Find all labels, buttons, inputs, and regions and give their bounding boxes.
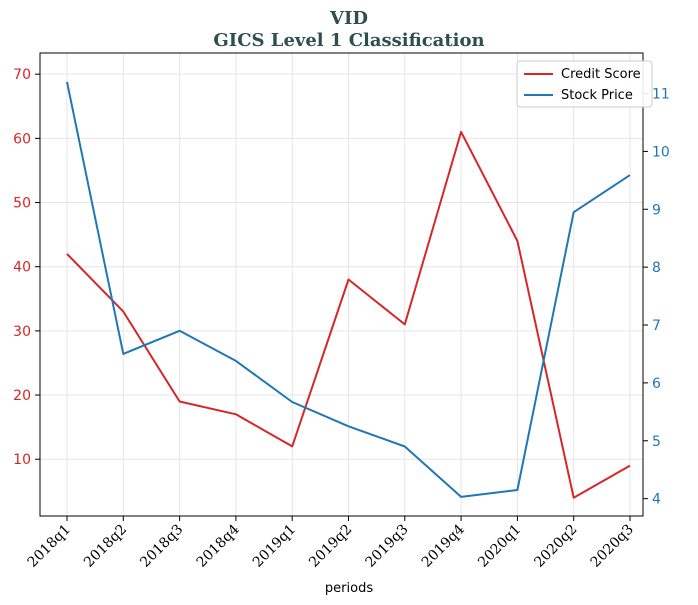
y-left-tick-label: 50 [13,196,31,212]
grid-layer [40,53,643,516]
legend-stock-price-label: Stock Price [561,88,633,103]
y-right-tick-label: 8 [652,260,661,276]
y-right-tick-label: 5 [652,434,661,450]
x-tick-label: 2018q4 [194,521,243,570]
x-tick-label: 2020q2 [531,522,580,571]
x-axis-label: periods [325,581,373,596]
legend-credit-score-label: Credit Score [561,67,641,82]
y-left-tick-label: 40 [13,260,31,276]
y-left-tick-label: 20 [13,388,31,404]
x-tick-label: 2019q1 [250,522,299,571]
legend: Credit Score Stock Price [516,60,653,108]
x-tick-label: 2018q3 [137,522,186,571]
x-tick-label: 2018q1 [25,522,74,571]
chart-subtitle: GICS Level 1 Classification [213,30,484,51]
y-left-tick-label: 60 [13,131,31,147]
x-tick-label: 2020q3 [588,522,637,571]
y-right-tick-label: 6 [652,376,661,392]
y-left-tick-label: 30 [13,324,31,340]
y-right-tick-label: 10 [652,144,670,160]
x-tick-label: 2020q1 [475,522,524,571]
x-tick-label: 2018q2 [81,522,130,571]
x-tick-label: 2019q4 [419,521,468,570]
y-right-tick-label: 9 [652,202,661,218]
chart-title: VID [329,8,368,29]
x-tick-label: 2019q3 [362,522,411,571]
y-left-tick-label: 70 [13,67,31,83]
y-right-tick-label: 4 [652,492,661,508]
y-right-tick-label: 11 [652,87,670,103]
credit-score-line [66,130,631,499]
axes-layer: 2018q1 2018q2 2018q3 2018q4 2019q1 2019q2 2019… [13,67,670,570]
y-left-tick-label: 10 [13,452,31,468]
plot-frame [39,52,644,517]
y-right-tick-label: 7 [652,318,661,334]
series-layer [66,81,631,499]
x-tick-label: 2019q2 [306,522,355,571]
stock-price-line [66,81,631,498]
